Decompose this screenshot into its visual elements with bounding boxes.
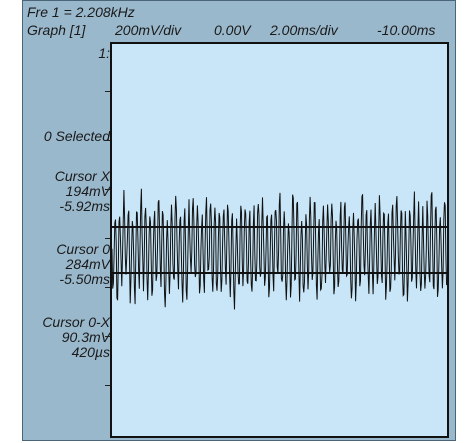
- waveform-trace: [112, 188, 447, 310]
- cursor-0-label: Cursor 0: [56, 241, 110, 257]
- frequency-readout: Fre 1 = 2.208kHz: [27, 4, 135, 20]
- axis-tick: [105, 91, 110, 92]
- cursor-0-voltage: 284mV: [65, 256, 110, 272]
- cursor-x-time: -5.92ms: [59, 198, 110, 214]
- time-per-div-readout: 2.00ms/div: [270, 22, 338, 38]
- axis-tick: [105, 336, 110, 337]
- volts-per-div-readout: 200mV/div: [115, 22, 182, 38]
- offset-readout: 0.00V: [214, 22, 251, 38]
- axis-tick: [105, 140, 110, 141]
- selected-count: 0 Selected: [43, 128, 110, 144]
- cursor-x-label: Cursor X: [54, 168, 110, 184]
- waveform-graph[interactable]: [110, 42, 449, 438]
- axis-tick: [105, 189, 110, 190]
- channel-label: 1:: [98, 45, 110, 61]
- axis-tick: [105, 287, 110, 288]
- cursor-0-time: -5.50ms: [59, 271, 110, 287]
- cursor-x-voltage: 194mV: [65, 183, 110, 199]
- graph-label: Graph [1]: [27, 22, 86, 38]
- oscilloscope-window: Fre 1 = 2.208kHz Graph [1] 200mV/div 0.0…: [22, 0, 456, 441]
- cursor-delta-label: Cursor 0-X: [42, 314, 110, 330]
- waveform-canvas: [112, 188, 447, 310]
- axis-tick: [105, 238, 110, 239]
- axis-tick: [105, 385, 110, 386]
- cursor-delta-time: 420µs: [71, 344, 110, 360]
- cursor-delta-voltage: 90.3mV: [61, 329, 110, 345]
- delay-readout: -10.00ms: [377, 22, 436, 38]
